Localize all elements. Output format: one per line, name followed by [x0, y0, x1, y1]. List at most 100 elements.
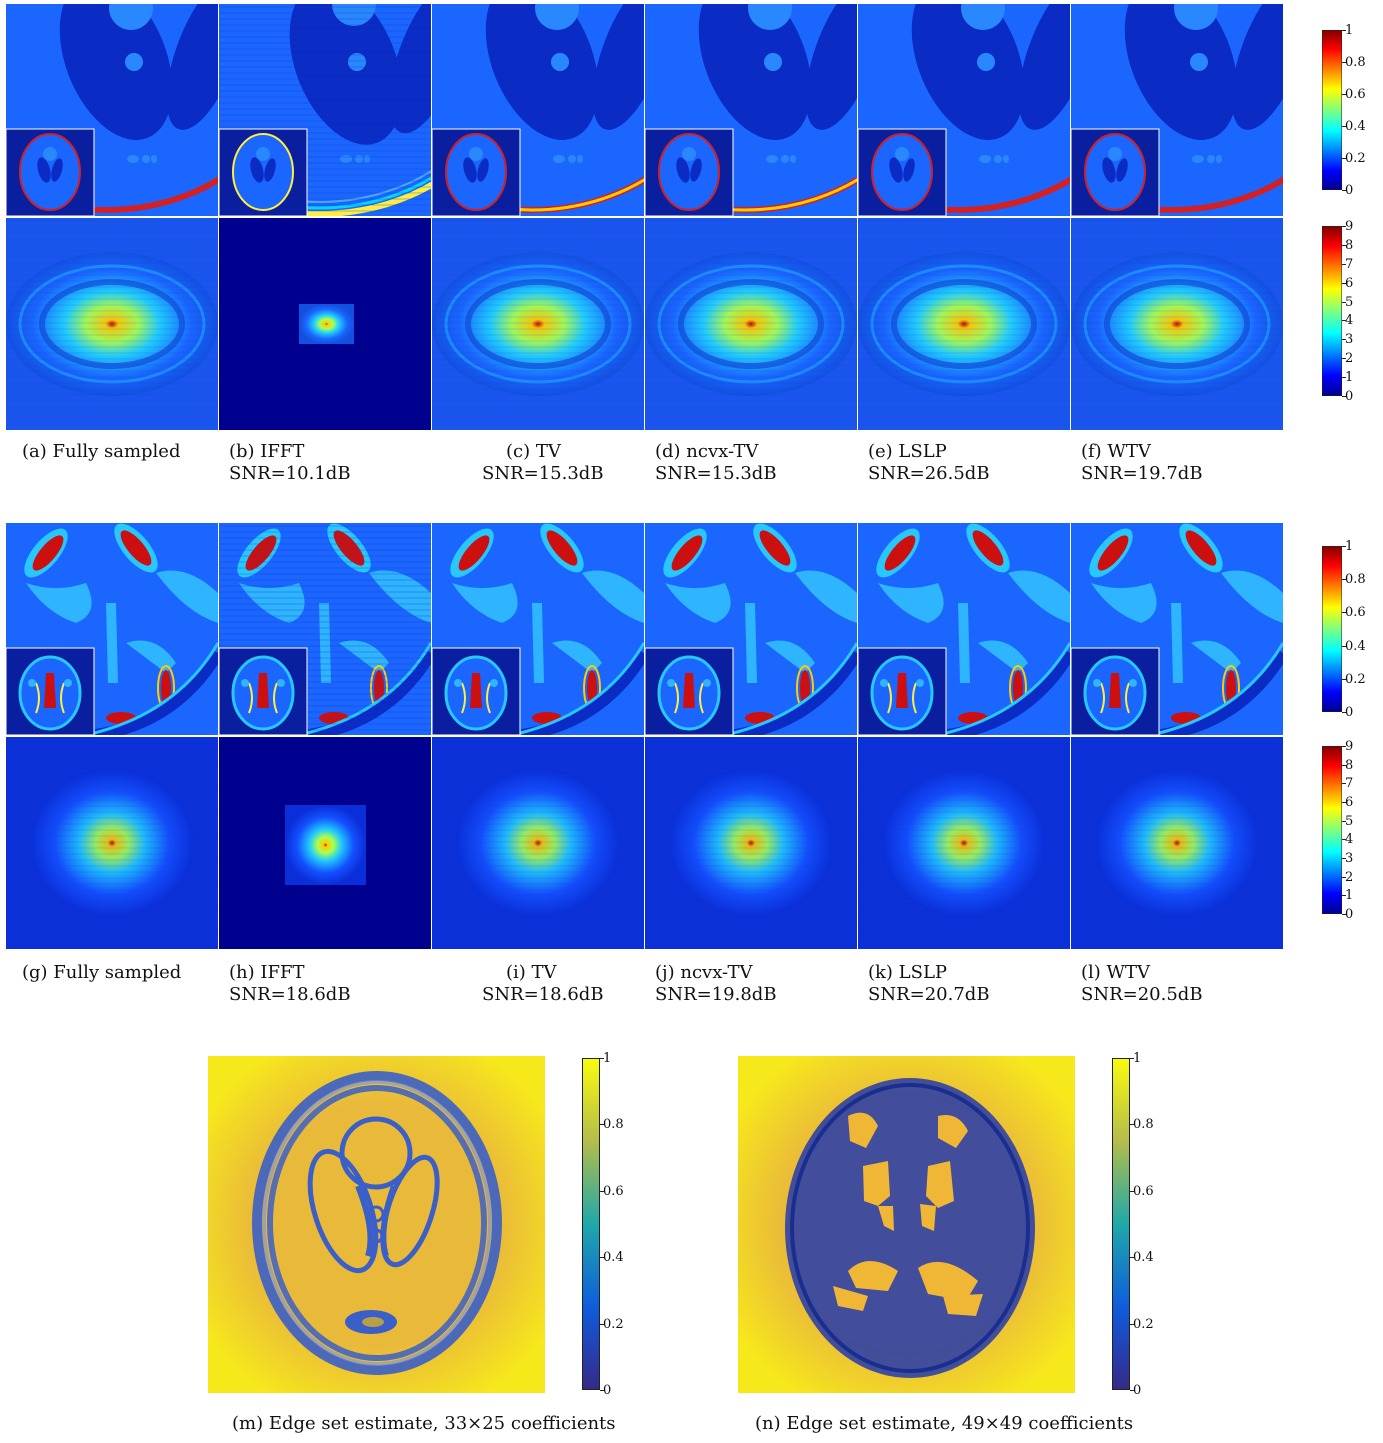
colorbar-tick-mark: [1342, 839, 1346, 841]
colorbar-tick-label: 0.6: [603, 1183, 624, 1199]
colorbar-tick-label: 1: [1345, 539, 1354, 554]
colorbar-tick-mark: [1342, 546, 1346, 547]
phantom-reconstruction-1: [219, 4, 431, 216]
colorbar-tick-label: 0.2: [1345, 671, 1366, 687]
colorbar-tick-label: 0: [1133, 1383, 1142, 1398]
colorbar-tick-label: 0.6: [1345, 87, 1366, 102]
phantom-reconstruction-3: [645, 4, 857, 216]
phantom-spectrum-5: [1071, 218, 1283, 430]
colorbar-tick-label: 0: [1345, 183, 1354, 198]
colorbar-tick-mark: [1342, 301, 1346, 303]
caption-label: (c) TV: [506, 441, 561, 462]
caption-label: (b) IFFT: [229, 441, 305, 462]
colorbar-tick-label: 8: [1345, 757, 1354, 773]
colorbar-tick-label: 0.4: [1345, 119, 1366, 134]
brain-reconstruction-3: [645, 523, 857, 735]
brain-reconstruction-2: [432, 523, 644, 735]
caption-label: (d) ncvx-TV: [655, 441, 759, 462]
caption-snr: SNR=19.7dB: [1081, 463, 1203, 484]
colorbar-tick-mark: [1342, 377, 1346, 379]
brain-reconstruction-5: [1071, 523, 1283, 735]
edge-set-phantom: [208, 1056, 545, 1393]
caption-row1-3: (d) ncvx-TV SNR=15.3dB: [655, 441, 777, 485]
phantom-spectrum-2: [432, 218, 644, 430]
colorbar-tick-mark: [600, 1257, 604, 1259]
caption-label: (l) WTV: [1081, 962, 1151, 983]
caption-n: (n) Edge set estimate, 49×49 coefficient…: [755, 1413, 1134, 1434]
brain-spectrum-4: [858, 737, 1070, 949]
colorbar-tick-mark: [1342, 226, 1346, 227]
caption-snr: SNR=19.8dB: [655, 984, 777, 1005]
caption-label: (g) Fully sampled: [22, 962, 182, 983]
caption-label: (f) WTV: [1081, 441, 1151, 462]
caption-label: (e) LSLP: [868, 441, 947, 462]
colorbar-tick-mark: [1342, 94, 1346, 95]
colorbar-tick-mark: [1342, 802, 1346, 803]
caption-snr: SNR=20.7dB: [868, 984, 990, 1005]
colorbar-tick-label: 8: [1345, 237, 1354, 253]
phantom-spectrum-1: [219, 218, 431, 430]
caption-row2-3: (j) ncvx-TV SNR=19.8dB: [655, 962, 777, 1006]
caption-label: (i) TV: [506, 962, 557, 983]
colorbar-tick-label: 9: [1345, 219, 1354, 234]
colorbar-spectrum-row2: [1321, 745, 1343, 915]
caption-row1-0: (a) Fully sampled: [22, 441, 180, 463]
colorbar-tick-mark: [1342, 190, 1346, 191]
colorbar-tick-mark: [1342, 895, 1346, 897]
colorbar-tick-label: 0.6: [1133, 1183, 1154, 1199]
colorbar-tick-mark: [1342, 876, 1346, 878]
colorbar-tick-label: 1: [1345, 888, 1354, 904]
colorbar-tick-mark: [600, 1058, 604, 1059]
colorbar-tick-mark: [1342, 712, 1346, 713]
colorbar-tick-label: 0.8: [1345, 572, 1366, 588]
colorbar-tick-label: 3: [1345, 851, 1354, 866]
colorbar-tick-label: 0: [603, 1383, 612, 1398]
brain-spectrum-2: [432, 737, 644, 949]
colorbar-tick-mark: [1342, 678, 1346, 680]
caption-row1-2: (c) TV SNR=15.3dB: [482, 441, 604, 485]
colorbar-tick-label: 6: [1345, 275, 1354, 291]
colorbar-tick-label: 0.8: [603, 1117, 624, 1133]
colorbar-tick-mark: [1342, 579, 1346, 581]
phantom-spectrum-0: [6, 218, 218, 430]
caption-m: (m) Edge set estimate, 33×25 coefficient…: [232, 1413, 616, 1434]
colorbar-tick-label: 5: [1345, 813, 1354, 829]
colorbar-tick-mark: [1342, 820, 1346, 822]
caption-snr: SNR=26.5dB: [868, 463, 990, 484]
colorbar-tick-mark: [1342, 30, 1346, 31]
colorbar-tick-label: 0: [1345, 389, 1354, 404]
colorbar-tick-mark: [1342, 746, 1346, 747]
phantom-spectrum-4: [858, 218, 1070, 430]
colorbar-tick-mark: [1342, 263, 1346, 265]
caption-snr: SNR=18.6dB: [482, 984, 604, 1005]
phantom-reconstruction-4: [858, 4, 1070, 216]
colorbar-tick-label: 0.2: [1133, 1316, 1154, 1332]
brain-reconstruction-4: [858, 523, 1070, 735]
colorbar-tick-label: 2: [1345, 869, 1354, 885]
brain-spectrum-0: [6, 737, 218, 949]
colorbar-tick-mark: [1342, 244, 1346, 246]
caption-label: (j) ncvx-TV: [655, 962, 753, 983]
colorbar-tick-mark: [1342, 320, 1346, 322]
colorbar-tick-label: 7: [1345, 256, 1354, 272]
colorbar-tick-label: 1: [1345, 370, 1354, 386]
colorbar-tick-mark: [1130, 1124, 1134, 1126]
colorbar-tick-label: 4: [1345, 313, 1354, 329]
phantom-spectrum-3: [645, 218, 857, 430]
colorbar-tick-mark: [1342, 126, 1346, 127]
caption-label: (h) IFFT: [229, 962, 305, 983]
colorbar-tick-label: 0: [1345, 907, 1354, 922]
colorbar-spectrum-row1: [1321, 225, 1343, 397]
brain-reconstruction-1: [219, 523, 431, 735]
colorbar-tick-mark: [1130, 1058, 1134, 1059]
colorbar-tick-label: 7: [1345, 776, 1354, 792]
colorbar-tick-mark: [1342, 62, 1346, 63]
colorbar-tick-label: 3: [1345, 332, 1354, 348]
colorbar-tick-label: 1: [1345, 23, 1354, 38]
colorbar-tick-label: 0.2: [1345, 151, 1366, 166]
caption-row1-1: (b) IFFT SNR=10.1dB: [229, 441, 351, 485]
colorbar-tick-mark: [1342, 396, 1346, 397]
colorbar-tick-label: 1: [1133, 1051, 1142, 1066]
colorbar-tick-mark: [1342, 783, 1346, 785]
caption-snr: SNR=15.3dB: [482, 463, 604, 484]
